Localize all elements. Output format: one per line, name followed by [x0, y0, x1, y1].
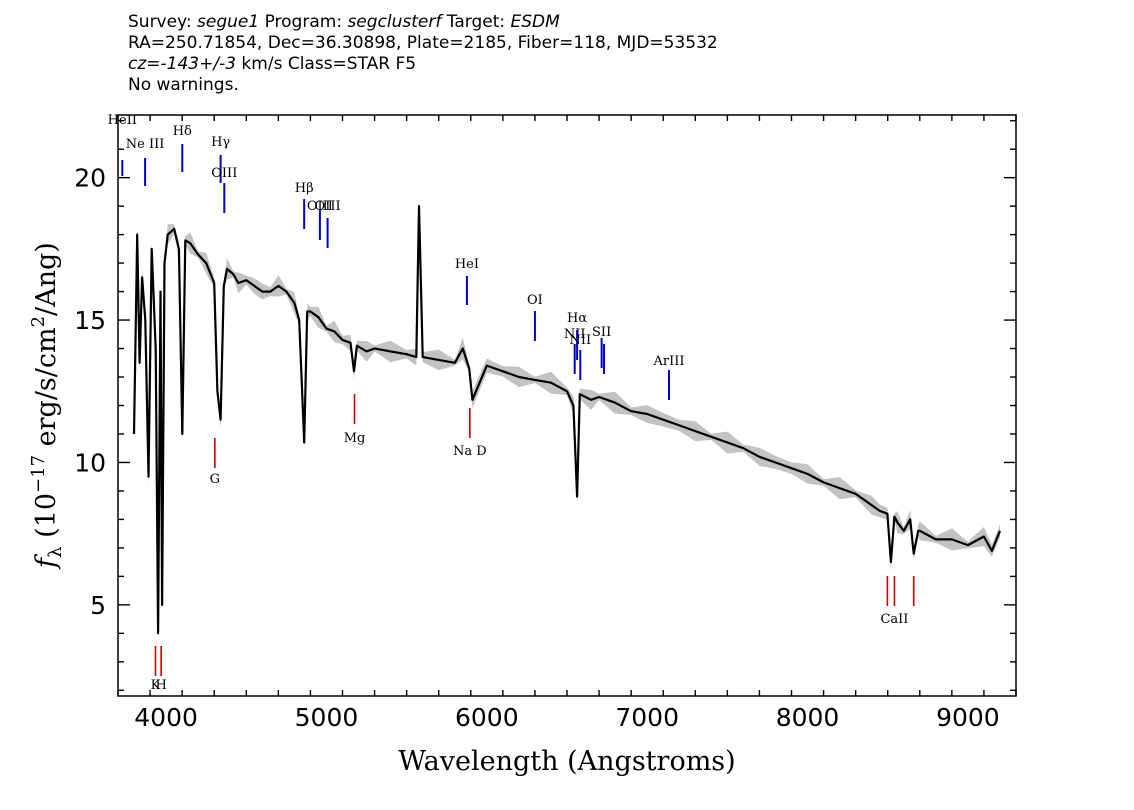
emission-line-label: ArIII — [652, 354, 684, 369]
emission-line-label: SII — [592, 325, 611, 340]
plot-frame — [117, 114, 1017, 697]
target-label: Target: — [441, 12, 511, 32]
emission-line-label: OI — [527, 293, 543, 308]
emission-line-label: HeI — [455, 257, 479, 272]
y-tick-label: 15 — [74, 306, 106, 335]
y-axis-label: fλ (10−17 erg/s/cm2/Ang) — [28, 242, 66, 570]
class-value: km/s Class=STAR F5 — [236, 54, 417, 74]
x-axis-label: Wavelength (Angstroms) — [398, 746, 735, 777]
absorption-line-label: H — [155, 678, 166, 693]
y-tick-label: 20 — [74, 164, 106, 193]
emission-line-label: OIII — [211, 166, 237, 181]
spectrum-data — [132, 198, 1002, 642]
spectrum-line — [132, 205, 1002, 635]
header-line-redshift: cz=-143+/-3 km/s Class=STAR F5 — [128, 54, 718, 75]
x-tick-label: 7000 — [615, 703, 679, 732]
axes: 4000 5000 6000 7000 8000 9000 5 10 15 20 — [74, 115, 1017, 732]
x-tick-label: 5000 — [295, 703, 359, 732]
survey-value: segue1 — [197, 12, 260, 32]
emission-line-label: Ne III — [126, 137, 165, 152]
survey-label: Survey: — [128, 12, 198, 32]
absorption-line-label: CaII — [880, 612, 908, 627]
absorption-line-label: Na D — [453, 444, 487, 459]
x-tick-label: 8000 — [776, 703, 840, 732]
x-tick-label: 9000 — [936, 703, 1000, 732]
program-value: segclusterf — [347, 12, 442, 32]
absorption-line-label: Mg — [344, 431, 366, 446]
cz-value: cz=-143+/-3 — [128, 54, 237, 74]
emission-line-label: OIII — [307, 199, 333, 214]
y-tick-label: 5 — [90, 591, 106, 620]
header-line-warnings: No warnings. — [128, 75, 239, 95]
emission-line-label: Hβ — [295, 181, 314, 196]
error-band — [134, 198, 1000, 642]
target-value: ESDM — [510, 12, 560, 32]
emission-line-label: NII — [569, 333, 591, 348]
x-tick-label: 4000 — [134, 703, 198, 732]
header-line-survey: Survey: segue1 Program: segclusterf Targ… — [128, 12, 718, 33]
emission-line-label: Hα — [567, 311, 587, 326]
emission-line-label: OIII — [315, 199, 341, 214]
emission-line-label: NII — [564, 327, 586, 342]
absorption-line-label: K — [151, 678, 161, 693]
header-line-coords: RA=250.71854, Dec=36.30898, Plate=2185, … — [128, 33, 718, 53]
program-label: Program: — [259, 12, 348, 32]
emission-line-label: Hδ — [173, 124, 192, 139]
spectrum-header: Survey: segue1 Program: segclusterf Targ… — [128, 12, 718, 96]
emission-line-label: Hγ — [211, 135, 230, 150]
x-tick-label: 6000 — [455, 703, 519, 732]
absorption-line-label: G — [210, 472, 220, 487]
y-tick-label: 10 — [74, 448, 106, 477]
